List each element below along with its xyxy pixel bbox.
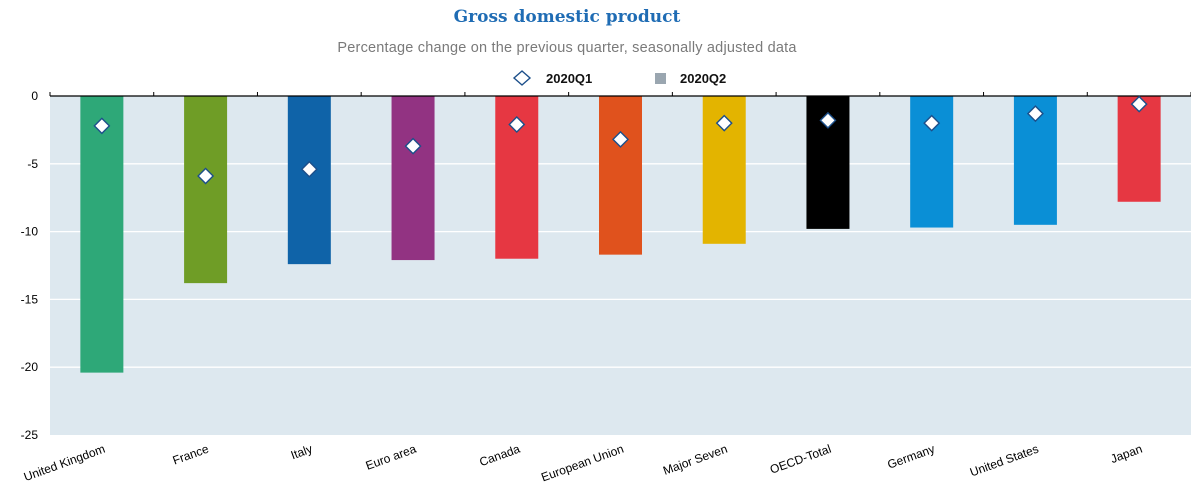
marker-2020q1-european-union (612, 130, 629, 148)
markers-2020q1 (93, 95, 1148, 185)
category-label: Italy (289, 442, 314, 463)
y-tick-label: -20 (21, 360, 39, 374)
marker-2020q1-germany (923, 114, 941, 132)
chart-subtitle: Percentage change on the previous quarte… (337, 40, 797, 56)
y-axis-tick-labels: 0 -5 -10 -15 -20 -25 (21, 89, 39, 442)
category-labels: United Kingdom France Italy Euro area Canada… (22, 442, 1144, 485)
marker-2020q1-major-seven (715, 114, 733, 132)
category-label: Canada (477, 442, 522, 470)
bar-japan (1117, 96, 1161, 202)
bar-italy (287, 96, 331, 265)
category-label: France (171, 442, 211, 468)
bars-2020q2 (80, 96, 1161, 373)
marker-2020q1-euro-area (404, 137, 422, 155)
legend-2020q2-label: 2020Q2 (680, 71, 726, 86)
y-tick-label: -15 (21, 292, 39, 306)
category-label: United Kingdom (22, 442, 107, 484)
y-tick-label: 0 (31, 89, 38, 103)
marker-2020q1-france (197, 167, 215, 185)
category-label: Japan (1109, 442, 1145, 466)
category-label: United States (968, 442, 1040, 480)
y-tick-label: -10 (21, 225, 39, 239)
legend: 2020Q1 2020Q2 (512, 70, 726, 86)
bar-euro-area (391, 96, 435, 261)
category-label: Major Seven (661, 442, 729, 478)
y-tick-label: -5 (27, 157, 38, 171)
legend-2020q1-label: 2020Q1 (546, 71, 592, 86)
bar-united-kingdom (80, 96, 124, 373)
marker-2020q1-oecd-total (819, 111, 837, 129)
marker-2020q1-canada (508, 115, 526, 133)
y-tick-label: -25 (21, 428, 39, 442)
category-label: European Union (539, 442, 625, 485)
bar-france (184, 96, 228, 284)
bar-european-union (599, 96, 642, 255)
marker-2020q1-united-kingdom (93, 117, 111, 135)
legend-2020q2-square-icon (655, 73, 666, 84)
x-axis-tick-marks (49, 92, 1191, 97)
marker-2020q1-italy (300, 160, 318, 178)
category-label: Euro area (364, 442, 419, 473)
marker-2020q1-united-states (1026, 105, 1044, 123)
category-label: Germany (886, 442, 937, 472)
chart-title: Gross domestic product (454, 7, 681, 27)
legend-2020q1-diamond-icon (512, 70, 532, 86)
marker-2020q1-japan (1130, 95, 1148, 113)
category-label: OECD-Total (768, 442, 833, 477)
